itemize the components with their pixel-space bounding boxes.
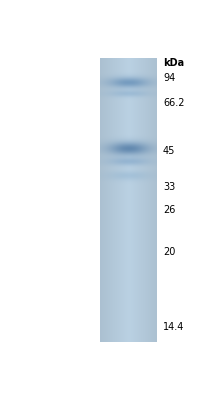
Text: kDa: kDa (163, 58, 184, 68)
Text: 45: 45 (163, 146, 175, 156)
Text: 94: 94 (163, 73, 175, 83)
Text: 20: 20 (163, 247, 175, 257)
Text: 33: 33 (163, 182, 175, 192)
Text: 14.4: 14.4 (163, 322, 184, 332)
Text: 66.2: 66.2 (163, 98, 184, 108)
Text: 26: 26 (163, 205, 175, 215)
